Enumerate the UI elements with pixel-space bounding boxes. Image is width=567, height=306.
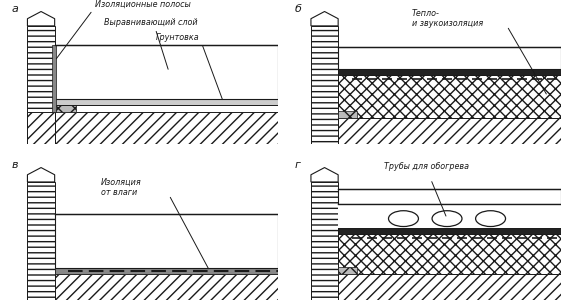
Bar (338, 75, 561, 118)
Bar (54, 45, 278, 99)
Text: Изоляция
от влаги: Изоляция от влаги (101, 177, 142, 197)
Bar (27, 26, 54, 144)
Text: б: б (295, 4, 302, 14)
Bar (338, 267, 357, 274)
Bar (311, 118, 338, 144)
Bar (338, 228, 561, 234)
Bar (27, 182, 54, 300)
Text: Тепло-
и звукоизоляция: Тепло- и звукоизоляция (412, 9, 483, 28)
Bar (338, 118, 561, 144)
Bar (54, 99, 278, 105)
Text: Изоляционные полосы: Изоляционные полосы (95, 0, 191, 9)
Bar (338, 274, 561, 300)
Text: г: г (295, 160, 301, 170)
Circle shape (476, 211, 506, 226)
Bar (338, 234, 561, 274)
Bar (27, 112, 54, 144)
Polygon shape (311, 168, 338, 182)
Bar (54, 112, 278, 144)
Bar (338, 111, 357, 118)
Bar (338, 189, 561, 203)
Circle shape (432, 211, 462, 226)
Text: а: а (11, 4, 18, 14)
Bar (311, 274, 338, 300)
Bar (54, 105, 77, 112)
Bar (27, 274, 54, 300)
Bar (338, 47, 561, 69)
Bar (54, 268, 278, 274)
Bar (311, 182, 338, 300)
Bar (54, 274, 278, 300)
Text: в: в (11, 160, 18, 170)
Bar (311, 26, 338, 144)
Bar (54, 214, 278, 268)
Polygon shape (27, 168, 54, 182)
Polygon shape (27, 12, 54, 26)
Bar (338, 69, 561, 75)
Text: Выравнивающий слой: Выравнивающий слой (104, 18, 197, 27)
Polygon shape (311, 12, 338, 26)
Bar (338, 203, 561, 228)
Bar (54, 267, 74, 274)
Bar (52, 45, 56, 112)
Text: Трубы для обогрева: Трубы для обогрева (384, 162, 469, 171)
Text: Грунтовка: Грунтовка (155, 33, 199, 42)
Circle shape (388, 211, 418, 226)
